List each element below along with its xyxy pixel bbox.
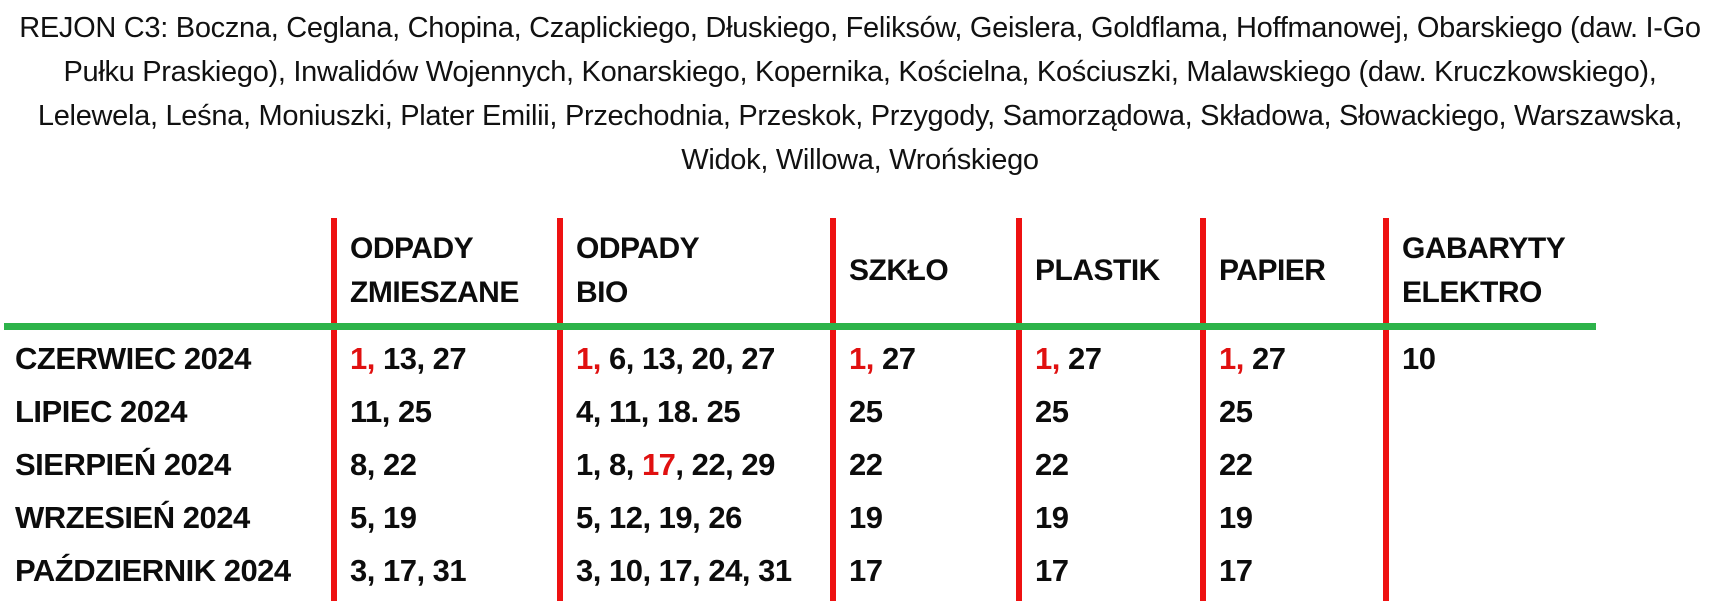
month-label: WRZESIEŃ 2024 bbox=[15, 499, 250, 535]
column-divider bbox=[331, 218, 337, 601]
month-label: SIERPIEŃ 2024 bbox=[15, 446, 231, 482]
highlighted-date: 1, bbox=[350, 340, 375, 376]
region-street-list-line: REJON C3: Boczna, Ceglana, Chopina, Czap… bbox=[19, 12, 1701, 44]
dates-odpady-zmieszane: 8, 22 bbox=[350, 446, 417, 482]
highlighted-date: 17 bbox=[641, 446, 676, 482]
month-label: CZERWIEC 2024 bbox=[15, 340, 251, 376]
dates-papier: 22 bbox=[1219, 446, 1253, 482]
column-header-gabaryty-elektro: GABARYTY ELEKTRO bbox=[1402, 232, 1566, 309]
dates-plastik: 25 bbox=[1035, 393, 1069, 429]
dates-plastik: 22 bbox=[1035, 446, 1069, 482]
dates-odpady-zmieszane: 11, 25 bbox=[350, 393, 432, 429]
dates-szklo: 25 bbox=[849, 393, 883, 429]
dates-szklo: 19 bbox=[849, 499, 883, 535]
column-header-plastik: PLASTIK bbox=[1035, 254, 1160, 287]
dates-odpady-bio: 5, 12, 19, 26 bbox=[576, 499, 742, 535]
region-street-list-line: Widok, Willowa, Wrońskiego bbox=[681, 144, 1039, 176]
schedule-table-body: CZERWIEC 2024 1, 13, 27 1, 6, 13, 20, 27… bbox=[0, 332, 1720, 597]
column-header-odpady-bio: ODPADY BIO bbox=[576, 232, 700, 309]
dates-plastik: 19 bbox=[1035, 499, 1069, 535]
dates-szklo: 17 bbox=[849, 552, 883, 588]
dates-gabaryty-elektro: 10 bbox=[1402, 340, 1436, 376]
dates-odpady-zmieszane: 3, 17, 31 bbox=[350, 552, 467, 588]
column-header-szklo: SZKŁO bbox=[849, 254, 949, 287]
highlighted-date: 1, bbox=[576, 340, 601, 376]
region-street-list-line: Pułku Praskiego), Inwalidów Wojennych, K… bbox=[63, 56, 1657, 88]
dates-odpady-bio: 1, 6, 13, 20, 27 bbox=[576, 340, 775, 376]
header-separator-line bbox=[4, 323, 1596, 330]
dates-odpady-bio: 3, 10, 17, 24, 31 bbox=[576, 552, 792, 588]
dates-odpady-zmieszane: 5, 19 bbox=[350, 499, 417, 535]
month-label: LIPIEC 2024 bbox=[15, 393, 187, 429]
highlighted-date: 1, bbox=[849, 340, 874, 376]
dates-odpady-zmieszane: 1, 13, 27 bbox=[350, 340, 467, 376]
column-divider bbox=[1383, 218, 1389, 601]
dates-papier: 19 bbox=[1219, 499, 1253, 535]
highlighted-date: 1, bbox=[1219, 340, 1244, 376]
table-header-row: ODPADY ZMIESZANE ODPADY BIO SZKŁO PLASTI… bbox=[0, 218, 1720, 324]
region-street-list: REJON C3: Boczna, Ceglana, Chopina, Czap… bbox=[0, 6, 1720, 182]
dates-odpady-bio: 4, 11, 18. 25 bbox=[576, 393, 741, 429]
dates-papier: 1, 27 bbox=[1219, 340, 1286, 376]
region-street-list-line: Lelewela, Leśna, Moniuszki, Plater Emili… bbox=[37, 100, 1683, 132]
dates-papier: 25 bbox=[1219, 393, 1253, 429]
dates-szklo: 22 bbox=[849, 446, 883, 482]
dates-odpady-bio: 1, 8, 17, 22, 29 bbox=[576, 446, 775, 482]
dates-papier: 17 bbox=[1219, 552, 1253, 588]
highlighted-date: 1, bbox=[1035, 340, 1060, 376]
column-divider bbox=[1200, 218, 1206, 601]
column-divider bbox=[557, 218, 563, 601]
column-header-odpady-zmieszane: ODPADY ZMIESZANE bbox=[350, 232, 519, 309]
column-header-papier: PAPIER bbox=[1219, 254, 1326, 287]
dates-szklo: 1, 27 bbox=[849, 340, 916, 376]
column-divider bbox=[1016, 218, 1022, 601]
column-divider bbox=[830, 218, 836, 601]
dates-plastik: 1, 27 bbox=[1035, 340, 1102, 376]
dates-plastik: 17 bbox=[1035, 552, 1069, 588]
month-label: PAŹDZIERNIK 2024 bbox=[15, 552, 291, 588]
